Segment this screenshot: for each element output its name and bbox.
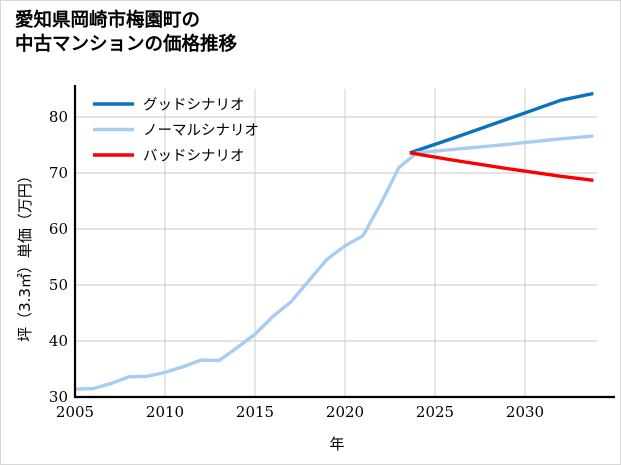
axis-titles-layer: 年 坪（3.3㎡）単価（万円） (16, 168, 345, 453)
axes-layer (73, 85, 615, 399)
x-tick-label: 2005 (56, 403, 94, 421)
legend-label-グッドシナリオ: グッドシナリオ (143, 97, 245, 114)
legend-label-ノーマルシナリオ: ノーマルシナリオ (143, 123, 259, 139)
y-tick-label: 30 (49, 388, 68, 406)
y-tick-label: 60 (49, 220, 68, 238)
x-tick-label: 2010 (146, 403, 184, 421)
series-line-グッドシナリオ (409, 91, 594, 155)
series-line-ノーマルシナリオ (74, 134, 594, 391)
y-tick-label: 50 (49, 276, 68, 294)
x-axis-title: 年 (329, 435, 344, 453)
x-tick-label: 2030 (506, 403, 544, 421)
x-tick-label: 2020 (326, 403, 364, 421)
series-layer (74, 91, 594, 391)
y-tick-label: 80 (49, 108, 68, 126)
legend-label-バッドシナリオ: バッドシナリオ (143, 149, 245, 165)
x-tick-label: 2025 (416, 403, 454, 421)
page-title: 愛知県岡崎市梅園町の 中古マンションの価格推移 (15, 10, 238, 56)
y-tick-label: 70 (49, 164, 68, 182)
x-tick-label: 2015 (236, 403, 274, 421)
y-axis-title: 坪（3.3㎡）単価（万円） (16, 168, 34, 342)
y-tick-label: 40 (49, 332, 68, 350)
series-line-バッドシナリオ (409, 151, 594, 182)
tick-labels-layer: 30 40 50 60 70 80 2005 2010 2015 2020 2025 2030 (49, 108, 544, 421)
